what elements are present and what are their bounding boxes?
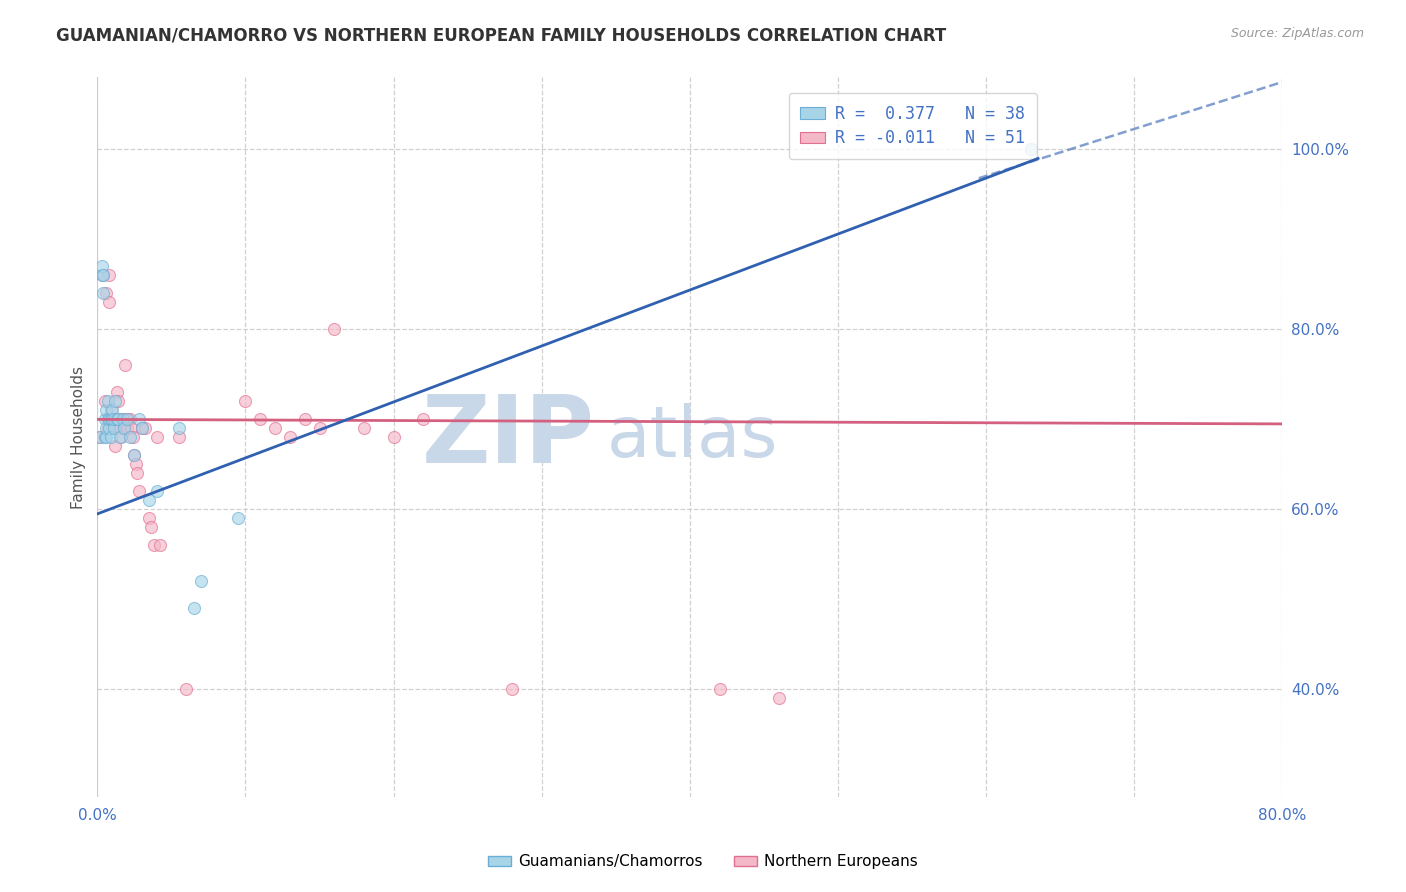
Point — [98, 295, 121, 310]
Point — [709, 682, 731, 697]
Point — [128, 412, 150, 426]
Point — [91, 268, 114, 283]
Point — [134, 421, 156, 435]
Point — [96, 421, 118, 435]
Point — [90, 260, 112, 274]
Point — [105, 412, 128, 426]
Point — [98, 268, 121, 283]
Point — [103, 412, 125, 426]
Point — [148, 538, 170, 552]
Point — [139, 520, 162, 534]
Legend: Guamanians/Chamorros, Northern Europeans: Guamanians/Chamorros, Northern Europeans — [482, 848, 924, 875]
Point — [125, 458, 148, 472]
Point — [138, 493, 160, 508]
Point — [183, 601, 205, 615]
Point — [115, 421, 138, 435]
Point — [96, 286, 118, 301]
Point — [412, 412, 434, 426]
Text: atlas: atlas — [607, 403, 779, 472]
Point — [145, 430, 167, 444]
Point — [118, 412, 141, 426]
Point — [104, 394, 127, 409]
Point — [124, 449, 146, 463]
Point — [142, 538, 165, 552]
Point — [101, 412, 124, 426]
Point — [89, 430, 111, 444]
Point — [104, 439, 127, 453]
Point — [100, 403, 122, 417]
Point — [167, 421, 190, 435]
Point — [101, 403, 124, 417]
Point — [353, 421, 375, 435]
Point — [249, 412, 271, 426]
Point — [145, 484, 167, 499]
Point — [105, 385, 128, 400]
Point — [294, 412, 316, 426]
Point — [128, 484, 150, 499]
Point — [98, 421, 121, 435]
Y-axis label: Family Households: Family Households — [72, 366, 86, 509]
Point — [111, 412, 134, 426]
Point — [97, 394, 120, 409]
Point — [115, 412, 138, 426]
Point — [120, 421, 142, 435]
Point — [94, 412, 117, 426]
Point — [122, 430, 145, 444]
Point — [264, 421, 287, 435]
Point — [100, 412, 122, 426]
Point — [100, 430, 122, 444]
Point — [138, 511, 160, 525]
Point — [235, 394, 257, 409]
Point — [501, 682, 523, 697]
Point — [124, 449, 146, 463]
Point — [190, 574, 212, 589]
Point — [101, 412, 124, 426]
Point — [107, 412, 129, 426]
Point — [103, 421, 125, 435]
Point — [91, 286, 114, 301]
Point — [89, 430, 111, 444]
Point — [94, 394, 117, 409]
Point — [97, 421, 120, 435]
Point — [131, 421, 153, 435]
Point — [131, 421, 153, 435]
Point — [174, 682, 197, 697]
Point — [107, 394, 129, 409]
Point — [90, 268, 112, 283]
Legend: R =  0.377   N = 38, R = -0.011   N = 51: R = 0.377 N = 38, R = -0.011 N = 51 — [789, 93, 1038, 159]
Point — [1019, 143, 1042, 157]
Point — [226, 511, 249, 525]
Point — [167, 430, 190, 444]
Point — [382, 430, 405, 444]
Point — [118, 430, 141, 444]
Point — [768, 691, 790, 706]
Point — [114, 359, 136, 373]
Point — [108, 412, 131, 426]
Point — [108, 430, 131, 444]
Point — [108, 421, 131, 435]
Text: Source: ZipAtlas.com: Source: ZipAtlas.com — [1230, 27, 1364, 40]
Point — [278, 430, 301, 444]
Point — [127, 467, 149, 481]
Point — [103, 412, 125, 426]
Point — [110, 430, 132, 444]
Point — [91, 268, 114, 283]
Point — [112, 421, 135, 435]
Text: ZIP: ZIP — [422, 392, 595, 483]
Point — [97, 412, 120, 426]
Point — [94, 430, 117, 444]
Point — [115, 412, 138, 426]
Point — [101, 421, 124, 435]
Text: GUAMANIAN/CHAMORRO VS NORTHERN EUROPEAN FAMILY HOUSEHOLDS CORRELATION CHART: GUAMANIAN/CHAMORRO VS NORTHERN EUROPEAN … — [56, 27, 946, 45]
Point — [112, 421, 135, 435]
Point — [96, 403, 118, 417]
Point — [323, 322, 346, 336]
Point — [308, 421, 330, 435]
Point — [98, 412, 121, 426]
Point — [96, 430, 118, 444]
Point — [111, 412, 134, 426]
